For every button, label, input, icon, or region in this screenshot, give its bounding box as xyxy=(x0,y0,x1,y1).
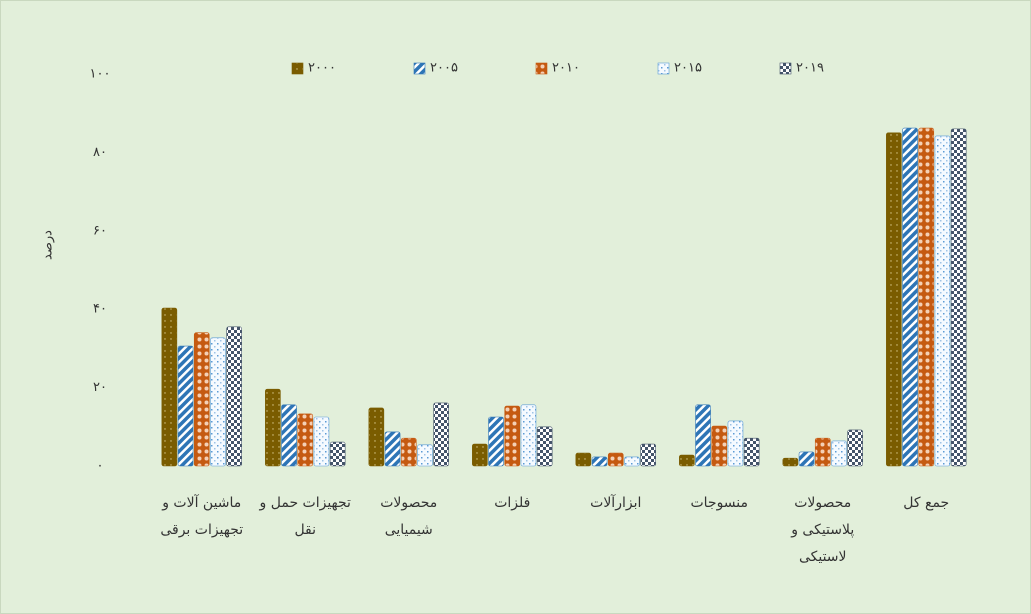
bar xyxy=(210,337,226,467)
legend-label: ۲۰۱۰ xyxy=(552,61,580,76)
bar xyxy=(743,437,760,467)
bar xyxy=(177,345,194,467)
bar xyxy=(265,388,281,467)
y-axis-title: درصد xyxy=(41,230,56,260)
bar xyxy=(313,416,330,467)
legend-swatch xyxy=(291,62,304,75)
x-tick-label: ابزارآلات xyxy=(590,495,642,511)
legend-label: ۲۰۰۵ xyxy=(430,61,458,76)
y-tick-label: ۰ xyxy=(97,459,104,474)
bar xyxy=(607,452,624,467)
bar xyxy=(400,437,417,467)
bar xyxy=(226,326,242,467)
bar xyxy=(711,425,728,467)
bar xyxy=(679,454,695,467)
x-tick-label: جمع کل xyxy=(903,495,950,511)
bar xyxy=(368,407,385,467)
bar xyxy=(902,127,918,467)
bar xyxy=(918,127,935,467)
bar xyxy=(488,416,504,467)
bar xyxy=(417,444,433,467)
legend-swatch xyxy=(535,62,548,75)
x-tick-label: تجهیزات حمل و نقل xyxy=(259,495,351,538)
x-tick-label: محصولات پلاستیکی و لاستیکی xyxy=(791,495,855,565)
y-tick-label: ۴۰ xyxy=(93,302,107,317)
y-tick-label: ۱۰۰ xyxy=(90,67,111,82)
bar xyxy=(472,443,488,467)
x-tick-label: ماشین آلات و تجهیزات برقی xyxy=(160,495,244,538)
bar xyxy=(297,413,314,467)
bar xyxy=(281,404,297,467)
bar xyxy=(161,307,178,467)
legend-swatch xyxy=(657,62,670,75)
x-tick-label: منسوجات xyxy=(690,495,749,511)
legend-label: ۲۰۱۹ xyxy=(796,61,824,76)
bar xyxy=(814,437,831,467)
bar xyxy=(329,441,346,467)
x-tick-label: فلزات xyxy=(494,495,531,511)
bar xyxy=(504,405,521,467)
bar xyxy=(193,332,210,467)
bar xyxy=(384,431,401,467)
bar xyxy=(886,132,902,467)
bar xyxy=(782,457,799,467)
legend-label: ۲۰۰۰ xyxy=(308,61,336,76)
bar xyxy=(950,128,967,467)
bar xyxy=(575,452,592,467)
bar xyxy=(727,420,744,467)
bar xyxy=(536,426,553,467)
bar xyxy=(640,443,656,467)
legend-swatch xyxy=(779,62,792,75)
y-tick-label: ۸۰ xyxy=(93,145,107,160)
bar xyxy=(934,135,951,467)
bar xyxy=(847,429,863,467)
bar xyxy=(433,402,449,467)
y-tick-label: ۶۰ xyxy=(93,223,107,238)
bar xyxy=(695,404,711,467)
bar xyxy=(591,456,608,467)
bar xyxy=(520,404,537,467)
y-tick-label: ۲۰ xyxy=(93,380,107,395)
bar xyxy=(624,456,640,467)
legend-label: ۲۰۱۵ xyxy=(674,61,702,76)
bar xyxy=(831,440,847,467)
bar xyxy=(798,451,815,467)
legend-swatch xyxy=(413,62,426,75)
x-tick-label: محصولات شیمیایی xyxy=(380,495,438,538)
